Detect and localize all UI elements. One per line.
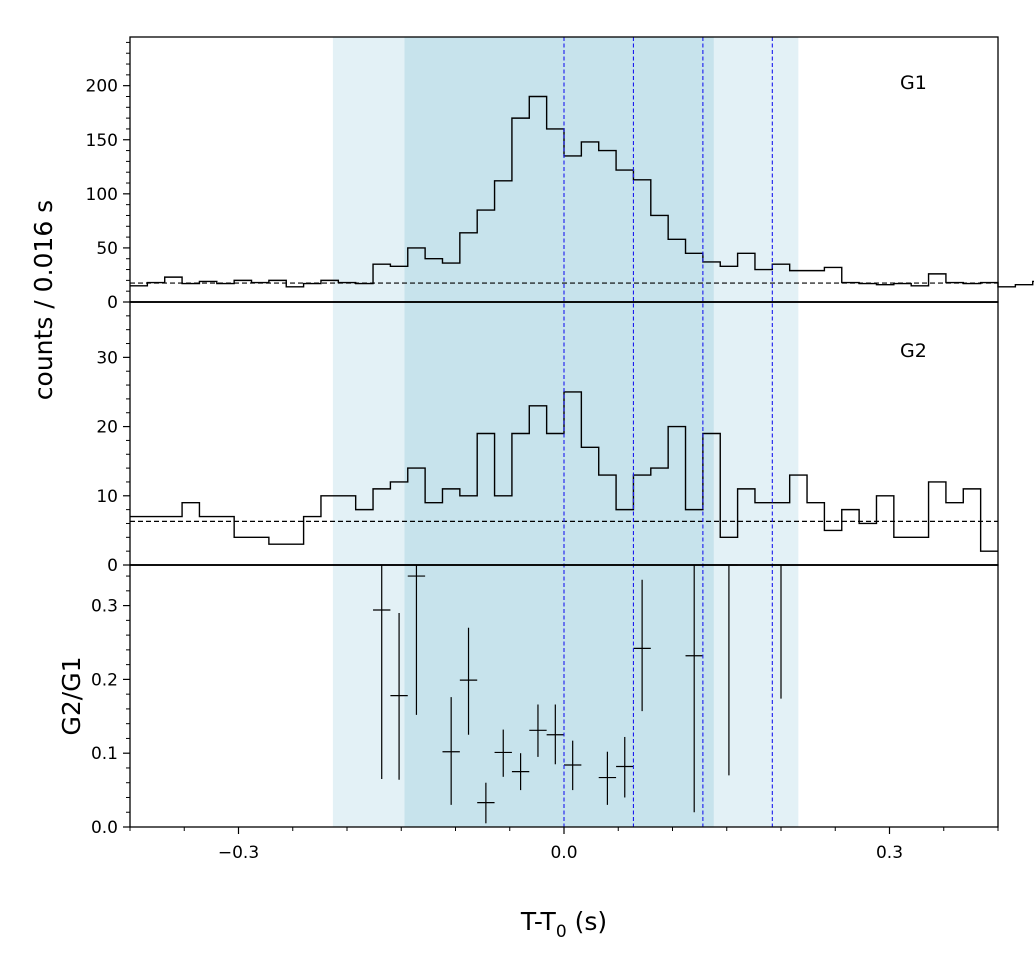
panel-label-g2: G2 (900, 340, 927, 362)
y-tick-label: 0 (107, 556, 118, 576)
panel-label-g1: G1 (900, 72, 927, 94)
axis-ticks: 0 50 100 150 200 0 10 20 30 0.0 0.1 0.2 0.3 −0.3 0.0 0.… (86, 41, 999, 863)
histogram-g1 (130, 95, 1034, 288)
shaded-intervals (332, 37, 799, 827)
ratio-point-9 (529, 704, 547, 757)
x-tick-label: 0.3 (876, 843, 903, 863)
x-tick-label: 0.0 (550, 843, 577, 863)
y-tick-label: 50 (96, 239, 118, 259)
ratio-point-6 (477, 782, 495, 824)
y-tick-label: 0.0 (91, 818, 118, 838)
ratio-point-13 (616, 736, 634, 798)
ratio-point-15 (685, 565, 703, 813)
x-axis-title: T-T0 (s) (520, 907, 607, 942)
plot-area: 0 50 100 150 200 0 10 20 30 0.0 0.1 0.2 0.3 −0.3 0.0 0.… (86, 36, 1034, 863)
ratio-point-3 (407, 565, 426, 715)
ratio-point-12 (598, 751, 617, 805)
shaded-region-2 (404, 37, 714, 827)
y-tick-label: 30 (96, 348, 118, 368)
data-series (130, 95, 1034, 824)
time-markers (563, 37, 773, 827)
y-axis-title-ratio: G2/G1 (57, 657, 86, 736)
y-axis-title-counts: counts / 0.016 s (29, 200, 58, 400)
x-axis-title-main: T-T (520, 907, 557, 936)
x-axis-title-suffix: (s) (567, 907, 607, 936)
y-tick-label: 0.2 (91, 670, 118, 690)
ratio-point-8 (511, 753, 530, 791)
ratio-point-1 (373, 565, 391, 780)
y-tick-label: 200 (86, 77, 118, 97)
y-tick-label: 150 (86, 131, 118, 151)
y-tick-label: 0 (107, 293, 118, 313)
y-tick-label: 100 (86, 185, 118, 205)
ratio-point-5 (459, 627, 478, 735)
x-axis-title-subscript: 0 (556, 922, 567, 942)
ratio-point-11 (564, 740, 582, 791)
histogram-g2 (130, 391, 998, 552)
y-tick-label: 10 (96, 487, 118, 507)
ratio-point-2 (390, 612, 408, 780)
ratio-point-7 (494, 729, 512, 777)
ratio-point-10 (546, 704, 564, 765)
y-tick-label: 20 (96, 418, 118, 438)
ratio-point-4 (442, 697, 460, 805)
x-tick-label: −0.3 (218, 843, 259, 863)
ratio-point-14 (633, 579, 651, 712)
y-tick-label: 0.1 (91, 744, 118, 764)
y-tick-label: 0.3 (91, 597, 118, 617)
